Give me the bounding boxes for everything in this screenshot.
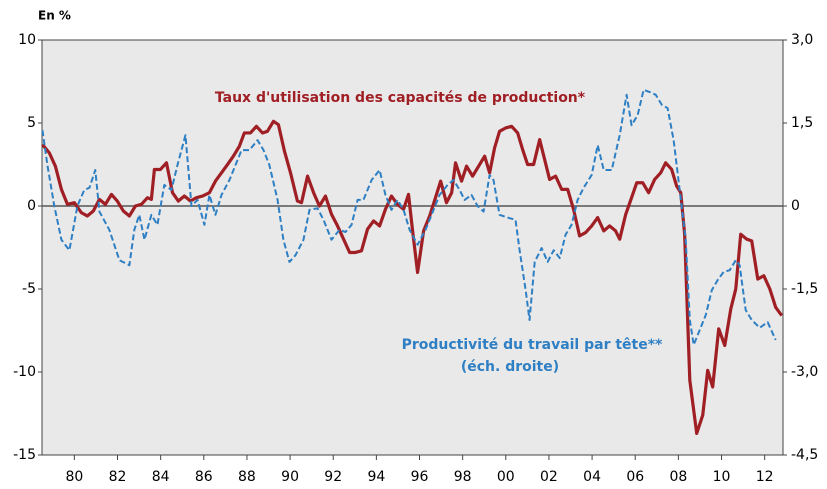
y-tick-label: -15 [13, 447, 36, 463]
y-tick-label: -5 [22, 281, 36, 297]
x-tick-label: 84 [152, 469, 170, 485]
y2-tick-label: -4,5 [791, 447, 818, 463]
y2-tick-label: 3,0 [791, 32, 813, 48]
y-tick-label: 10 [18, 32, 36, 48]
series-line [41, 119, 784, 436]
x-tick-label: 12 [756, 469, 774, 485]
x-tick-label: 00 [497, 469, 515, 485]
annotation: Productivité du travail par tête** [402, 337, 663, 353]
x-tick-label: 92 [324, 469, 342, 485]
x-tick-label: 90 [281, 469, 299, 485]
x-tick-label: 98 [454, 469, 472, 485]
plot-area [41, 39, 784, 456]
x-tick-label: 08 [669, 469, 687, 485]
x-tick-label: 06 [626, 469, 644, 485]
x-tick-label: 80 [65, 469, 83, 485]
y2-tick-label: 1,5 [791, 115, 813, 131]
y-tick-label: 0 [27, 198, 36, 214]
y-tick-label: 5 [27, 115, 36, 131]
x-tick-label: 04 [583, 469, 601, 485]
x-tick-label: 82 [109, 469, 127, 485]
x-tick-label: 10 [713, 469, 731, 485]
x-tick-label: 88 [238, 469, 256, 485]
x-tick-label: 86 [195, 469, 213, 485]
y-axis-label: En % [38, 9, 71, 23]
annotation: Taux d'utilisation des capacités de prod… [215, 90, 586, 106]
annotation: (éch. droite) [461, 359, 559, 375]
x-tick-label: 96 [411, 469, 429, 485]
series-line [41, 88, 777, 346]
x-tick-label: 02 [540, 469, 558, 485]
y-tick-label: -10 [13, 364, 36, 380]
y2-tick-label: -3,0 [791, 364, 818, 380]
y2-tick-label: 0 [791, 198, 800, 214]
y2-tick-label: -1,5 [791, 281, 818, 297]
x-tick-label: 94 [367, 469, 385, 485]
